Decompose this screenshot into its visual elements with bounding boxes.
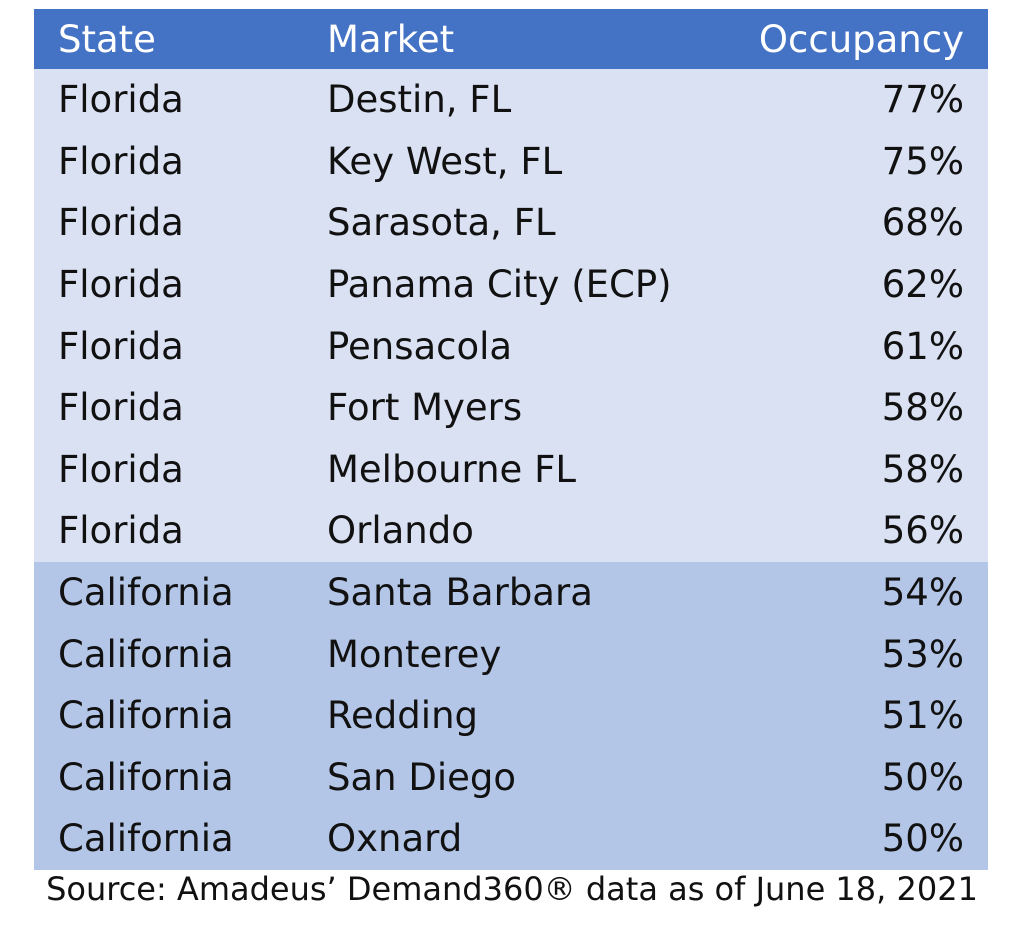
cell-market: Redding	[327, 694, 478, 738]
table-row: Florida Pensacola 61%	[34, 315, 988, 377]
cell-market: Sarasota, FL	[327, 201, 556, 245]
table-row: California Redding 51%	[34, 684, 988, 747]
cell-market: Key West, FL	[327, 139, 563, 183]
cell-state: California	[58, 817, 234, 861]
cell-occupancy: 53%	[881, 632, 964, 676]
cell-market: Monterey	[327, 632, 502, 676]
header-occupancy: Occupancy	[758, 17, 964, 61]
cell-state: California	[58, 694, 234, 738]
cell-state: Florida	[58, 78, 184, 122]
cell-state: California	[58, 755, 234, 799]
table-header: State Market Occupancy	[34, 9, 988, 69]
cell-state: Florida	[58, 509, 184, 553]
table-row: California Monterey 53%	[34, 623, 988, 685]
cell-state: Florida	[58, 201, 184, 245]
cell-state: Florida	[58, 139, 184, 183]
cell-occupancy: 77%	[881, 78, 964, 122]
cell-occupancy: 75%	[881, 139, 964, 183]
cell-state: California	[58, 571, 234, 615]
table-row: Florida Fort Myers 58%	[34, 376, 988, 439]
cell-market: Destin, FL	[327, 78, 512, 122]
cell-state: Florida	[58, 386, 184, 430]
header-state: State	[58, 17, 156, 61]
table-row: California Oxnard 50%	[34, 808, 988, 870]
cell-occupancy: 50%	[881, 817, 964, 861]
cell-market: Orlando	[327, 509, 474, 553]
cell-market: Oxnard	[327, 817, 463, 861]
cell-state: Florida	[58, 447, 184, 491]
cell-occupancy: 54%	[881, 571, 964, 615]
cell-market: Fort Myers	[327, 386, 523, 430]
cell-market: Panama City (ECP)	[327, 263, 672, 307]
cell-occupancy: 62%	[881, 263, 964, 307]
cell-occupancy: 58%	[881, 386, 964, 430]
table-row: Florida Sarasota, FL 68%	[34, 192, 988, 254]
occupancy-table: State Market Occupancy Florida Destin, FL…	[34, 9, 988, 870]
header-market: Market	[327, 17, 455, 61]
table-row: California San Diego 50%	[34, 746, 988, 809]
source-note: Source: Amadeus’ Demand360® data as of J…	[46, 870, 978, 908]
cell-occupancy: 51%	[881, 694, 964, 738]
cell-occupancy: 61%	[881, 324, 964, 368]
cell-market: Pensacola	[327, 324, 513, 368]
cell-state: Florida	[58, 263, 184, 307]
table-row: Florida Destin, FL 77%	[34, 69, 988, 131]
cell-state: California	[58, 632, 234, 676]
cell-occupancy: 68%	[881, 201, 964, 245]
table-row: Florida Panama City (ECP) 62%	[34, 253, 988, 316]
cell-market: Santa Barbara	[327, 571, 593, 615]
table-row: Florida Key West, FL 75%	[34, 130, 988, 193]
cell-occupancy: 56%	[881, 509, 964, 553]
cell-occupancy: 58%	[881, 447, 964, 491]
cell-market: Melbourne FL	[327, 447, 576, 491]
cell-occupancy: 50%	[881, 755, 964, 799]
cell-market: San Diego	[327, 755, 517, 799]
table-body: Florida Destin, FL 77% Florida Key West, FL 7…	[34, 69, 988, 870]
cell-state: Florida	[58, 324, 184, 368]
table-row: California Santa Barbara 54%	[34, 561, 988, 624]
table-row: Florida Melbourne FL 58%	[34, 438, 988, 501]
table-row: Florida Orlando 56%	[34, 500, 988, 562]
